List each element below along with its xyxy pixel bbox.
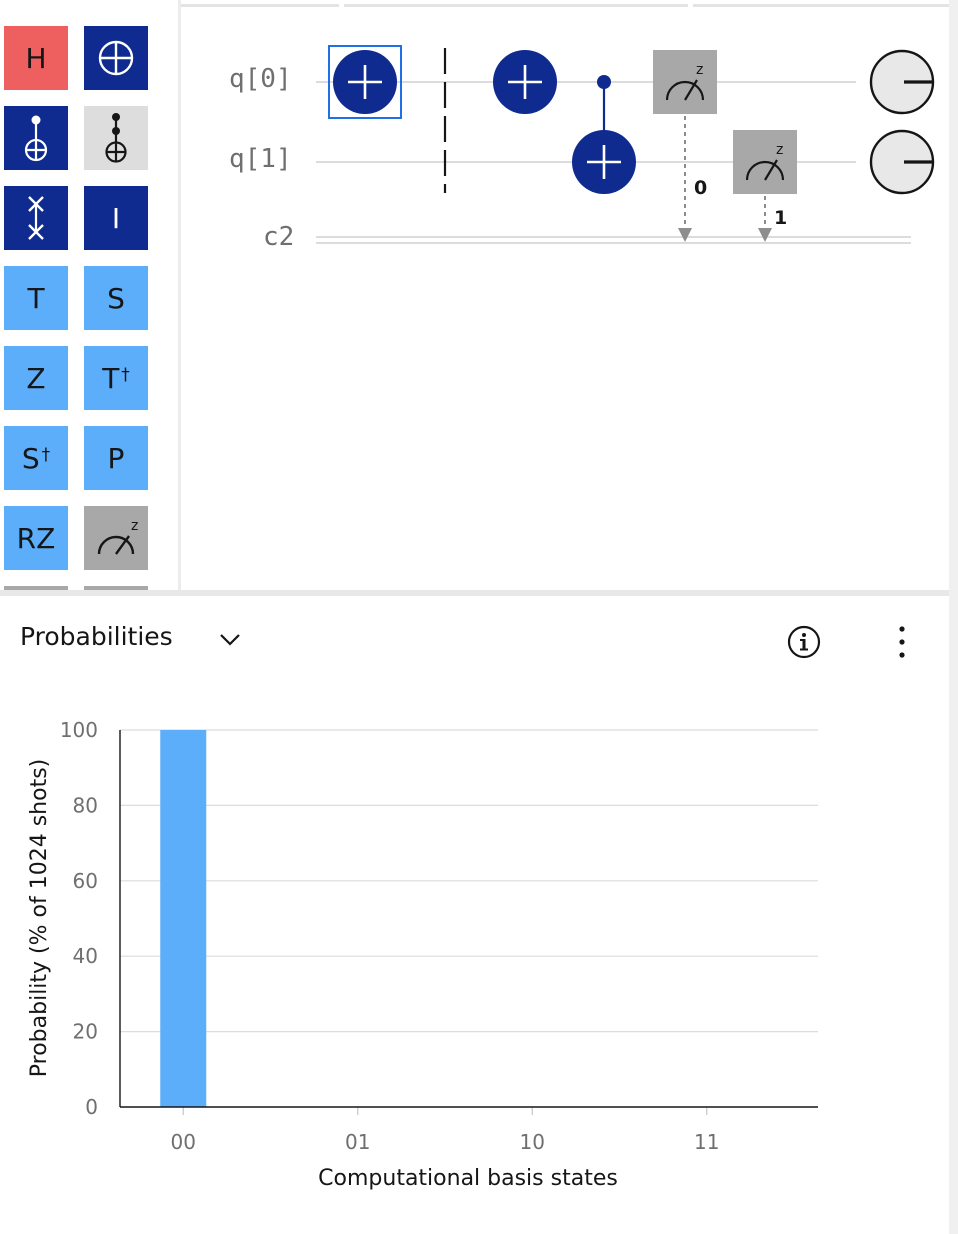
palette-gate-i[interactable]: I bbox=[84, 186, 148, 250]
measure-gate[interactable]: z bbox=[653, 50, 717, 114]
circuit-canvas[interactable]: q[0] q[1] c2 z 0 z 1 bbox=[181, 10, 949, 590]
palette-gate-t[interactable]: T bbox=[4, 266, 68, 330]
classical-bit-index: 1 bbox=[774, 207, 787, 229]
composer-top: H I T S Z T † S † P RZ z q[0] q[1] c2 z 0 z 1 bbox=[0, 0, 958, 598]
palette-gate-swap[interactable] bbox=[4, 186, 68, 250]
swap-icon bbox=[28, 196, 44, 240]
x-gate[interactable] bbox=[493, 50, 557, 114]
palette-gate-hidden[interactable] bbox=[4, 586, 68, 590]
gate-palette: H I T S Z T † S † P RZ z bbox=[0, 0, 178, 590]
measure-arrow bbox=[678, 228, 692, 242]
qubit-end-indicator[interactable] bbox=[869, 129, 935, 195]
cnot-control-dot[interactable] bbox=[597, 75, 611, 89]
qubit-label: q[1] bbox=[229, 144, 292, 174]
palette-gate-label: T bbox=[27, 281, 45, 315]
chevron-down-icon[interactable] bbox=[216, 626, 244, 654]
palette-gate-label: S bbox=[107, 281, 125, 315]
palette-gate-measure[interactable]: z bbox=[84, 506, 148, 570]
selection-outline bbox=[328, 45, 402, 119]
x-tick-label: 11 bbox=[694, 1130, 719, 1154]
y-tick-label: 20 bbox=[73, 1020, 98, 1044]
oplus-icon bbox=[98, 40, 134, 76]
palette-gate-label: RZ bbox=[16, 521, 56, 555]
y-tick-label: 60 bbox=[73, 869, 98, 893]
svg-text:z: z bbox=[131, 518, 138, 534]
results-panel: Probabilities 0 20 40 60 80 100 00 01 10 11 Comput… bbox=[0, 596, 949, 1234]
bar-00[interactable] bbox=[160, 730, 207, 1107]
right-scroll-edge[interactable] bbox=[949, 0, 958, 1234]
circuit-svg[interactable]: z 0 z 1 bbox=[181, 10, 949, 590]
cnot-target[interactable] bbox=[572, 130, 636, 194]
overflow-menu-icon[interactable] bbox=[886, 624, 918, 660]
palette-gate-s[interactable]: S bbox=[84, 266, 148, 330]
x-tick-label: 00 bbox=[171, 1130, 196, 1154]
classical-register-label: c2 bbox=[263, 222, 295, 252]
probability-chart: 0 20 40 60 80 100 00 01 10 11 Computational basis … bbox=[27, 718, 818, 1191]
measure-basis-label: z bbox=[776, 142, 783, 158]
palette-gate-toffoli[interactable] bbox=[84, 106, 148, 170]
palette-gate-h[interactable]: H bbox=[4, 26, 68, 90]
qubit-end-indicator[interactable] bbox=[869, 49, 935, 115]
measure-basis-label: z bbox=[696, 62, 703, 78]
palette-gate-not[interactable] bbox=[84, 26, 148, 90]
toffoli-icon bbox=[105, 113, 127, 163]
panel-splitter[interactable] bbox=[0, 590, 958, 596]
measure-icon: z bbox=[97, 518, 138, 555]
palette-gate-label: Z bbox=[26, 361, 46, 395]
x-axis-label: Computational basis states bbox=[318, 1166, 618, 1191]
x-gate[interactable] bbox=[333, 50, 397, 114]
palette-gate-label: T bbox=[102, 361, 120, 395]
palette-gate-label: P bbox=[107, 441, 125, 475]
palette-gate-label: H bbox=[25, 41, 47, 75]
y-tick-label: 100 bbox=[60, 718, 98, 742]
measure-arrow bbox=[758, 228, 772, 242]
palette-gate-label: I bbox=[111, 201, 121, 235]
palette-gate-cnot[interactable] bbox=[4, 106, 68, 170]
palette-gate-label: S bbox=[21, 441, 40, 475]
y-tick-label: 0 bbox=[85, 1095, 98, 1119]
palette-gate-rz[interactable]: RZ bbox=[4, 506, 68, 570]
palette-gate-tdg[interactable]: T † bbox=[84, 346, 148, 410]
classical-bit-index: 0 bbox=[694, 177, 707, 199]
palette-divider[interactable] bbox=[178, 0, 181, 590]
x-tick-label: 01 bbox=[345, 1130, 370, 1154]
palette-gate-dagger: † bbox=[121, 365, 130, 385]
x-tick-label: 10 bbox=[520, 1130, 545, 1154]
palette-gate-dagger: † bbox=[41, 445, 51, 465]
circuit-top-border bbox=[181, 0, 958, 10]
palette-gate-sdg[interactable]: S † bbox=[4, 426, 68, 490]
qubit-label: q[0] bbox=[229, 64, 292, 94]
results-title: Probabilities bbox=[20, 622, 173, 651]
cnot-icon bbox=[24, 115, 48, 162]
palette-gate-z[interactable]: Z bbox=[4, 346, 68, 410]
measure-gate[interactable]: z bbox=[733, 130, 797, 194]
y-tick-label: 40 bbox=[73, 944, 98, 968]
y-tick-label: 80 bbox=[73, 793, 98, 817]
palette-gate-p[interactable]: P bbox=[84, 426, 148, 490]
palette-gate-hidden[interactable] bbox=[84, 586, 148, 590]
info-icon[interactable] bbox=[786, 624, 822, 660]
y-axis-label: Probability (% of 1024 shots) bbox=[27, 759, 52, 1077]
